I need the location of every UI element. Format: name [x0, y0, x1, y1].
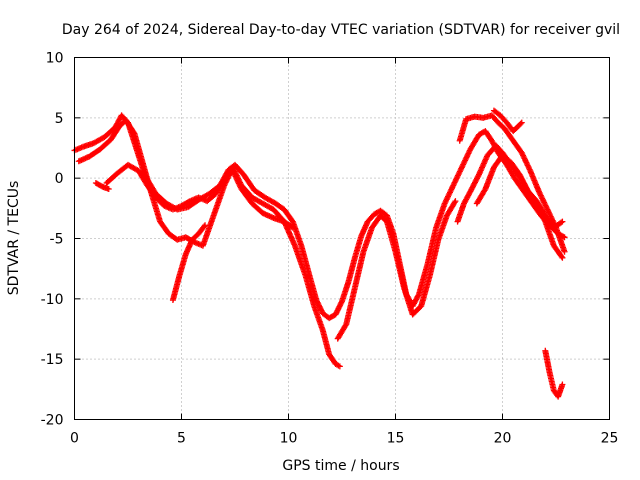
x-tick-label: 5	[177, 431, 186, 447]
y-tick-label: -10	[41, 292, 64, 308]
data-point	[561, 234, 568, 241]
data-point	[475, 172, 482, 179]
series-track-10	[473, 152, 566, 231]
data-point	[558, 219, 565, 226]
data-point	[518, 119, 525, 126]
x-tick-label: 10	[280, 431, 298, 447]
series-track-3	[103, 161, 296, 231]
data-point	[561, 248, 568, 255]
data-point	[415, 292, 422, 299]
data-point	[288, 223, 295, 230]
data-point	[451, 199, 458, 206]
x-tick-label: 15	[387, 431, 405, 447]
data-point	[289, 224, 296, 231]
series-track-8	[490, 107, 525, 135]
data-point	[202, 222, 209, 229]
y-axis-title: SDTVAR / TECUs	[6, 181, 22, 296]
axes: 0 5 10 15 20 25 -20 -15 -10 -5 0 5 10	[41, 51, 619, 447]
series-track-7	[456, 112, 568, 255]
y-tick-label: 0	[55, 171, 64, 187]
series-track-5	[169, 222, 209, 304]
series-track-6	[334, 198, 459, 342]
data-point	[336, 363, 343, 370]
data-point	[559, 254, 566, 261]
data-point	[558, 253, 565, 260]
data-point	[105, 186, 112, 193]
x-axis-title: GPS time / hours	[282, 458, 399, 474]
y-tick-label: 10	[46, 51, 64, 67]
y-tick-label: -5	[50, 232, 64, 248]
data-point	[517, 120, 524, 127]
data-point	[481, 187, 488, 194]
y-tick-label: -20	[41, 413, 64, 429]
data-point	[201, 223, 208, 230]
x-tick-label: 25	[601, 431, 619, 447]
data-point	[452, 198, 459, 205]
chart-title: Day 264 of 2024, Sidereal Day-to-day VTE…	[62, 22, 620, 38]
series-track-4	[92, 179, 112, 193]
x-tick-label: 20	[494, 431, 512, 447]
data-point	[559, 218, 566, 225]
y-tick-label: -15	[41, 352, 64, 368]
data-point	[342, 322, 349, 329]
data-points	[71, 107, 568, 400]
data-point	[559, 381, 566, 388]
grid	[74, 57, 610, 420]
y-tick-label: 5	[55, 111, 64, 127]
x-tick-label: 0	[70, 431, 79, 447]
series-track-11	[542, 347, 566, 400]
series-track-1	[71, 112, 568, 322]
